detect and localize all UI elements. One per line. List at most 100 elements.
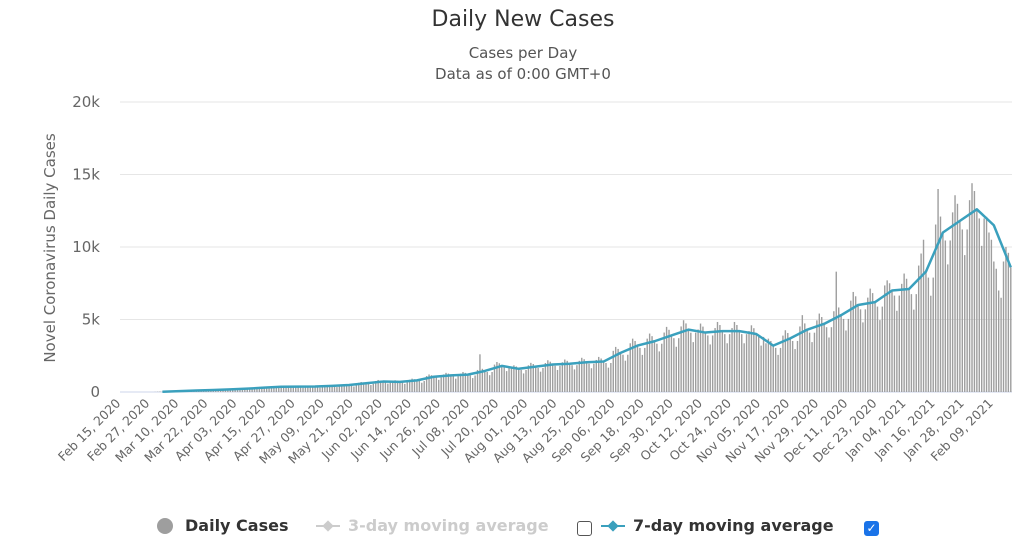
daily-case-bar (384, 382, 387, 392)
daily-case-bar (670, 335, 673, 392)
daily-case-bar (823, 323, 825, 392)
daily-case-bar (503, 367, 505, 392)
daily-case-bar (455, 378, 457, 392)
legend-item-7-day-average[interactable]: 7-day moving average (601, 516, 834, 535)
daily-case-bar (867, 297, 869, 392)
7-day-average-checkbox[interactable]: ✓ (864, 521, 879, 536)
daily-case-bar (770, 340, 772, 392)
daily-case-bar (850, 300, 852, 392)
daily-case-bar (522, 373, 525, 392)
daily-case-bar (370, 385, 372, 392)
daily-case-bar (535, 366, 537, 392)
daily-case-bar (457, 376, 459, 392)
daily-case-bar (920, 253, 922, 392)
daily-case-bar (644, 347, 646, 392)
daily-case-bar (973, 191, 976, 392)
daily-case-bar (435, 377, 438, 392)
daily-case-bar (888, 283, 891, 392)
daily-case-bar (343, 384, 345, 392)
daily-case-bar (884, 285, 886, 392)
daily-case-bar (830, 327, 833, 392)
daily-case-bar (588, 363, 590, 392)
daily-case-bar (290, 386, 292, 392)
daily-case-bar (789, 338, 791, 392)
daily-case-bar (753, 328, 755, 392)
daily-case-bar (694, 332, 697, 392)
daily-case-bar (246, 388, 248, 392)
daily-case-bar (854, 296, 857, 392)
daily-case-bar (791, 340, 794, 392)
daily-case-bar (498, 363, 501, 392)
daily-case-bar (784, 330, 787, 392)
daily-case-bar (556, 369, 559, 392)
daily-case-bar (282, 387, 285, 392)
daily-case-bar (612, 350, 614, 392)
daily-case-bar (593, 363, 595, 392)
legend-label: 3-day moving average (348, 516, 549, 535)
daily-case-bar (927, 277, 930, 392)
daily-case-bar (913, 309, 915, 392)
daily-case-bar (988, 232, 990, 392)
daily-case-bar (287, 387, 290, 392)
daily-case-bar (646, 338, 648, 392)
seven-day-average-path (162, 208, 1012, 393)
daily-case-bar (316, 386, 319, 392)
daily-case-bar (508, 367, 510, 392)
daily-case-bar (971, 183, 973, 392)
daily-case-bar (263, 387, 265, 392)
daily-case-bar (350, 385, 353, 392)
daily-case-bar (748, 331, 750, 392)
legend-item-daily-cases[interactable]: Daily Cases (157, 516, 288, 535)
daily-case-bar (362, 382, 365, 392)
daily-case-bar (777, 354, 779, 392)
daily-case-bar (239, 388, 241, 392)
y-tick-label: 15k (72, 166, 100, 184)
daily-case-bar (847, 318, 850, 392)
daily-case-bar (631, 338, 634, 392)
daily-case-bar (605, 363, 607, 392)
daily-case-bar (423, 380, 425, 392)
daily-case-bar (297, 386, 299, 392)
daily-case-bar (559, 365, 561, 392)
daily-case-bar (496, 361, 498, 392)
daily-case-bar (571, 365, 573, 392)
legend-label: Daily Cases (185, 516, 289, 535)
daily-case-bar (379, 380, 382, 392)
daily-case-bar (537, 367, 539, 392)
daily-case-bar (680, 326, 682, 392)
daily-case-bar (341, 384, 343, 392)
y-tick-label: 0 (90, 383, 100, 401)
daily-case-bar (387, 383, 389, 392)
daily-case-bar (787, 332, 789, 392)
daily-case-bar (467, 374, 469, 392)
daily-case-bar (811, 342, 813, 392)
3-day-average-checkbox[interactable] (577, 521, 592, 536)
daily-case-bar (825, 327, 828, 392)
y-axis-label: Novel Coronavirus Daily Cases (41, 133, 59, 363)
daily-case-bar (876, 306, 879, 392)
daily-case-bar (309, 385, 311, 392)
daily-case-bar (755, 334, 757, 392)
daily-case-bar (614, 346, 617, 392)
daily-case-bar (438, 379, 440, 392)
daily-case-bar (959, 220, 961, 392)
legend-label: 7-day moving average (633, 516, 834, 535)
daily-case-bar (813, 332, 816, 392)
daily-case-bar (234, 389, 236, 392)
daily-case-bar (663, 332, 665, 392)
daily-case-bar (355, 385, 358, 392)
legend-item-3-day-average[interactable]: 3-day moving average (316, 516, 549, 535)
daily-case-bar (828, 337, 830, 392)
daily-case-bar (425, 376, 428, 392)
daily-case-bar (568, 363, 571, 392)
daily-case-bar (983, 218, 985, 392)
daily-case-bar (697, 329, 699, 392)
daily-case-bar (270, 387, 273, 392)
daily-case-bar (976, 209, 978, 392)
daily-case-bar (879, 320, 881, 392)
daily-case-bar (520, 369, 522, 392)
daily-case-bar (910, 294, 913, 392)
daily-case-bar (551, 364, 554, 392)
daily-case-bar (842, 318, 845, 392)
daily-case-bar (779, 347, 782, 392)
